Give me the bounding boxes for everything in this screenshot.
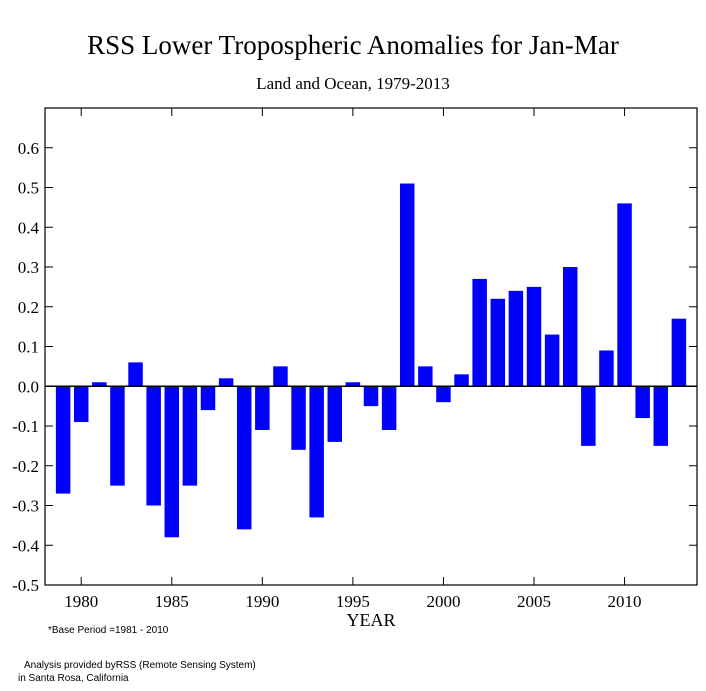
bar-1996: [363, 386, 379, 407]
bar-2004: [508, 290, 524, 387]
x-tick-label: 1995: [336, 592, 370, 611]
bar-1995: [345, 382, 361, 387]
bar-1999: [418, 366, 433, 387]
y-tick-label: 0.6: [18, 139, 39, 158]
y-tick-label: -0.3: [12, 497, 39, 516]
y-tick-label: 0.1: [18, 338, 39, 357]
bar-2006: [544, 334, 560, 387]
bar-1988: [218, 378, 234, 387]
bar-1991: [273, 366, 288, 387]
bar-1983: [128, 362, 143, 387]
y-tick-label: 0.2: [18, 298, 39, 317]
y-tick-label: -0.1: [12, 417, 39, 436]
bar-2002: [472, 278, 487, 387]
y-tick-label: -0.4: [12, 536, 39, 555]
x-tick-label: 1980: [64, 592, 98, 611]
bar-2009: [599, 350, 614, 387]
x-axis-label: YEAR: [347, 610, 396, 630]
x-tick-label: 1990: [245, 592, 279, 611]
bar-2012: [653, 386, 669, 446]
y-tick-label: -0.5: [12, 576, 39, 595]
base-period-note: *Base Period =1981 - 2010: [48, 625, 169, 636]
bar-2011: [635, 386, 650, 419]
x-tick-label: 2005: [517, 592, 551, 611]
bar-1989: [236, 386, 252, 530]
bar-2001: [454, 374, 469, 387]
y-tick-label: -0.2: [12, 457, 39, 476]
bar-2005: [526, 286, 542, 387]
credit-line-1: Analysis provided byRSS (Remote Sensing …: [24, 660, 256, 671]
bar-2013: [671, 318, 687, 387]
x-tick-label: 2010: [608, 592, 642, 611]
bar-1990: [255, 386, 270, 430]
y-tick-label: 0.3: [18, 258, 39, 277]
bar-1998: [399, 183, 415, 387]
bar-1982: [110, 386, 125, 486]
x-tick-label: 1985: [155, 592, 189, 611]
bar-2000: [436, 386, 451, 403]
bar-1985: [164, 386, 180, 538]
bar-2008: [581, 386, 596, 446]
bar-2010: [617, 203, 632, 387]
bar-2007: [562, 267, 578, 387]
x-tick-label: 2000: [426, 592, 460, 611]
bar-1984: [146, 386, 161, 506]
bar-1986: [182, 386, 198, 486]
y-tick-label: 0.5: [18, 179, 39, 198]
bar-2003: [490, 298, 506, 387]
bar-1987: [200, 386, 216, 411]
y-tick-label: 0.4: [18, 218, 40, 237]
plot-frame: [44, 107, 698, 586]
bar-1981: [92, 382, 107, 387]
credit-line-2: in Santa Rosa, California: [18, 673, 129, 684]
y-tick-label: 0.0: [18, 377, 39, 396]
chart-subtitle: Land and Ocean, 1979-2013: [256, 74, 450, 93]
chart-title: RSS Lower Tropospheric Anomalies for Jan…: [87, 30, 619, 60]
bar-1997: [381, 386, 397, 430]
bar-1993: [309, 386, 324, 518]
bar-1994: [327, 386, 343, 442]
bar-1980: [73, 386, 89, 423]
bar-1992: [291, 386, 306, 450]
bar-1979: [55, 386, 71, 494]
